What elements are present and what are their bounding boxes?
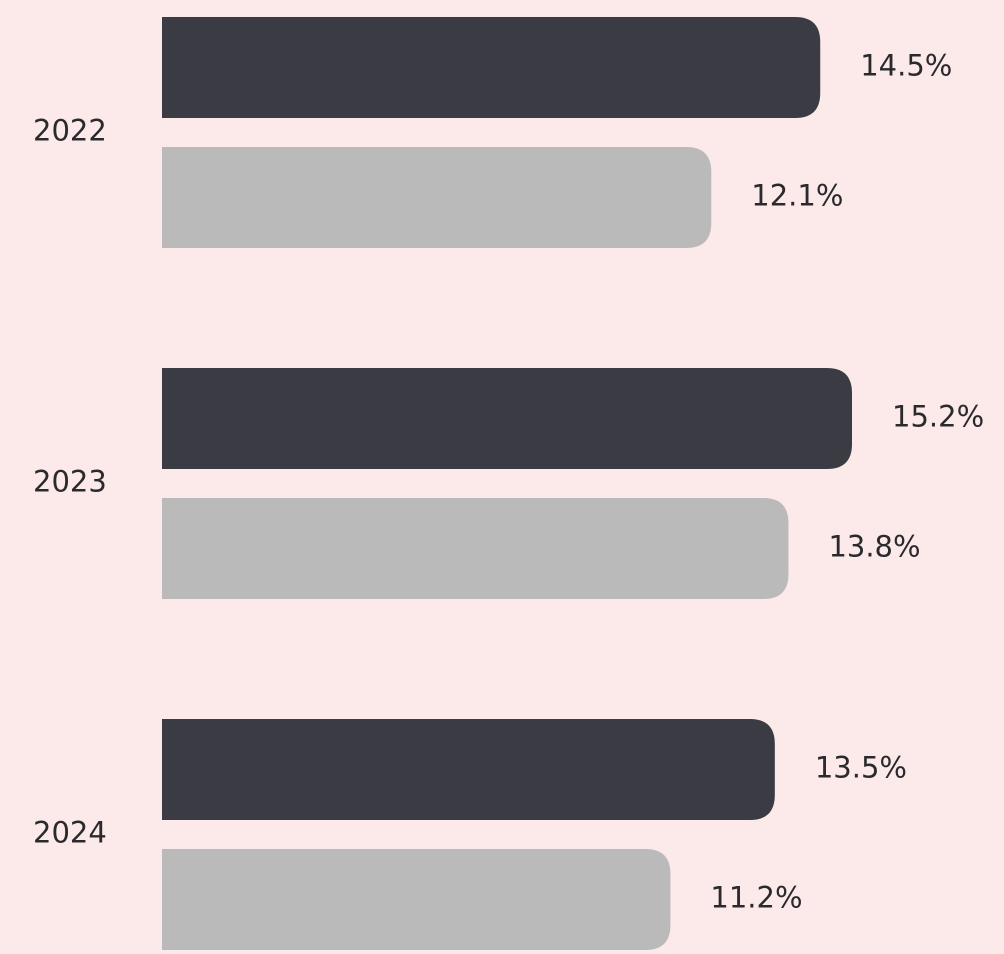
bar (162, 719, 775, 820)
category-label: 2022 (33, 114, 107, 148)
value-label: 13.5% (815, 751, 907, 785)
value-label: 11.2% (710, 881, 802, 915)
bar (162, 498, 789, 599)
category-label: 2024 (33, 816, 107, 850)
bar (162, 147, 712, 248)
category-label: 2023 (33, 465, 107, 499)
bar (162, 849, 671, 950)
value-label: 14.5% (860, 49, 952, 83)
value-label: 12.1% (751, 179, 843, 213)
bar (162, 17, 821, 118)
value-label: 15.2% (892, 400, 984, 434)
value-label: 13.8% (828, 530, 920, 564)
bar (162, 368, 852, 469)
